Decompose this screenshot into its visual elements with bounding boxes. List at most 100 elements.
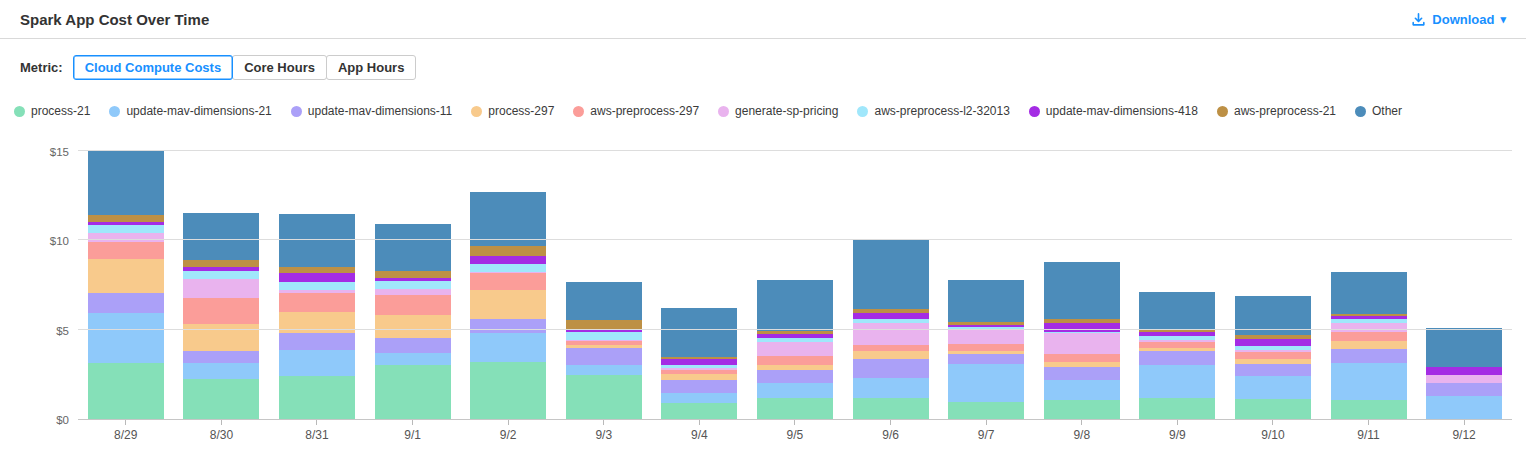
bar-segment-Other[interactable] [279, 214, 355, 268]
download-button[interactable]: Download ▾ [1411, 12, 1506, 27]
bar-segment-process-21[interactable] [948, 402, 1024, 419]
stacked-bar-9/5[interactable] [757, 280, 833, 419]
bar-segment-process-21[interactable] [853, 398, 929, 419]
metric-option-app-hours[interactable]: App Hours [326, 55, 416, 80]
bar-segment-aws-preprocess-l2-32013[interactable] [88, 225, 164, 233]
bar-segment-update-mav-dimensions-21[interactable] [1139, 365, 1215, 399]
bar-segment-process-21[interactable] [1139, 398, 1215, 419]
stacked-bar-9/11[interactable] [1331, 272, 1407, 419]
bar-segment-Other[interactable] [853, 240, 929, 309]
bar-segment-process-21[interactable] [88, 363, 164, 419]
bar-segment-process-21[interactable] [470, 362, 546, 419]
bar-segment-update-mav-dimensions-21[interactable] [1235, 376, 1311, 399]
bar-segment-update-mav-dimensions-21[interactable] [375, 353, 451, 366]
bar-segment-aws-preprocess-297[interactable] [1044, 354, 1120, 362]
bar-segment-Other[interactable] [757, 280, 833, 331]
stacked-bar-9/6[interactable] [853, 240, 929, 419]
bar-segment-aws-preprocess-21[interactable] [470, 246, 546, 256]
metric-option-cloud-compute-costs[interactable]: Cloud Compute Costs [73, 55, 234, 80]
bar-segment-aws-preprocess-l2-32013[interactable] [279, 282, 355, 289]
bar-segment-update-mav-dimensions-21[interactable] [470, 333, 546, 362]
bar-segment-update-mav-dimensions-21[interactable] [88, 313, 164, 363]
bar-segment-update-mav-dimensions-11[interactable] [183, 351, 259, 363]
legend-item-process-21[interactable]: process-21 [14, 104, 90, 118]
bar-segment-Other[interactable] [661, 308, 737, 357]
stacked-bar-9/1[interactable] [375, 224, 451, 419]
bar-segment-generate-sp-pricing[interactable] [853, 323, 929, 345]
bar-segment-update-mav-dimensions-21[interactable] [853, 378, 929, 398]
bar-segment-aws-preprocess-297[interactable] [948, 344, 1024, 351]
bar-segment-Other[interactable] [1331, 272, 1407, 314]
legend-item-update-mav-dimensions-21[interactable]: update-mav-dimensions-21 [109, 104, 271, 118]
bar-segment-update-mav-dimensions-11[interactable] [1044, 367, 1120, 380]
legend-item-Other[interactable]: Other [1355, 104, 1402, 118]
legend-item-aws-preprocess-l2-32013[interactable]: aws-preprocess-l2-32013 [857, 104, 1009, 118]
bar-segment-update-mav-dimensions-11[interactable] [1235, 364, 1311, 377]
bar-segment-Other[interactable] [948, 280, 1024, 322]
bar-segment-update-mav-dimensions-418[interactable] [1044, 323, 1120, 332]
bar-segment-process-21[interactable] [1044, 400, 1120, 419]
stacked-bar-9/10[interactable] [1235, 296, 1311, 419]
bar-segment-update-mav-dimensions-21[interactable] [1044, 380, 1120, 401]
bar-segment-update-mav-dimensions-11[interactable] [566, 348, 642, 365]
bar-segment-aws-preprocess-297[interactable] [757, 356, 833, 366]
stacked-bar-9/3[interactable] [566, 282, 642, 419]
stacked-bar-9/2[interactable] [470, 192, 546, 419]
bar-segment-update-mav-dimensions-21[interactable] [948, 364, 1024, 402]
bar-segment-update-mav-dimensions-11[interactable] [1139, 351, 1215, 364]
bar-segment-update-mav-dimensions-418[interactable] [1426, 367, 1502, 375]
bar-segment-update-mav-dimensions-11[interactable] [1426, 383, 1502, 396]
bar-segment-aws-preprocess-297[interactable] [183, 298, 259, 324]
bar-segment-update-mav-dimensions-21[interactable] [1331, 363, 1407, 401]
bar-segment-update-mav-dimensions-11[interactable] [279, 333, 355, 350]
bar-segment-generate-sp-pricing[interactable] [1044, 333, 1120, 354]
bar-segment-process-297[interactable] [470, 290, 546, 319]
bar-segment-process-21[interactable] [375, 365, 451, 419]
bar-segment-process-21[interactable] [566, 375, 642, 419]
bar-segment-process-21[interactable] [183, 379, 259, 419]
bar-segment-aws-preprocess-21[interactable] [566, 320, 642, 329]
bar-segment-update-mav-dimensions-11[interactable] [88, 293, 164, 313]
bar-segment-process-297[interactable] [88, 259, 164, 293]
bar-segment-process-21[interactable] [279, 376, 355, 419]
bar-segment-generate-sp-pricing[interactable] [1426, 375, 1502, 383]
bar-segment-update-mav-dimensions-11[interactable] [470, 319, 546, 333]
bar-segment-update-mav-dimensions-11[interactable] [375, 338, 451, 353]
bar-segment-update-mav-dimensions-11[interactable] [757, 370, 833, 383]
bar-segment-generate-sp-pricing[interactable] [183, 279, 259, 299]
bar-segment-process-297[interactable] [1331, 341, 1407, 349]
bar-segment-aws-preprocess-21[interactable] [375, 271, 451, 278]
bar-segment-update-mav-dimensions-11[interactable] [948, 354, 1024, 364]
stacked-bar-9/8[interactable] [1044, 262, 1120, 419]
bar-segment-process-21[interactable] [661, 403, 737, 419]
stacked-bar-8/31[interactable] [279, 214, 355, 419]
bar-segment-process-21[interactable] [1331, 400, 1407, 419]
bar-segment-aws-preprocess-297[interactable] [279, 293, 355, 312]
bar-segment-aws-preprocess-297[interactable] [1331, 332, 1407, 341]
bar-segment-update-mav-dimensions-418[interactable] [1235, 339, 1311, 346]
bar-segment-aws-preprocess-297[interactable] [88, 242, 164, 259]
bar-segment-Other[interactable] [183, 213, 259, 260]
bar-segment-process-297[interactable] [853, 351, 929, 359]
legend-item-process-297[interactable]: process-297 [471, 104, 554, 118]
bar-segment-aws-preprocess-l2-32013[interactable] [183, 271, 259, 279]
bar-segment-update-mav-dimensions-21[interactable] [183, 363, 259, 379]
stacked-bar-8/29[interactable] [88, 151, 164, 419]
bar-segment-aws-preprocess-21[interactable] [183, 260, 259, 267]
bar-segment-update-mav-dimensions-418[interactable] [279, 273, 355, 282]
bar-segment-aws-preprocess-l2-32013[interactable] [566, 332, 642, 340]
bar-segment-aws-preprocess-297[interactable] [1235, 352, 1311, 359]
bar-segment-update-mav-dimensions-21[interactable] [279, 350, 355, 376]
bar-segment-aws-preprocess-l2-32013[interactable] [375, 281, 451, 288]
bar-segment-update-mav-dimensions-21[interactable] [757, 383, 833, 398]
bar-segment-update-mav-dimensions-11[interactable] [853, 359, 929, 378]
bar-segment-update-mav-dimensions-418[interactable] [470, 256, 546, 264]
legend-item-update-mav-dimensions-11[interactable]: update-mav-dimensions-11 [291, 104, 453, 118]
bar-segment-generate-sp-pricing[interactable] [948, 330, 1024, 344]
bar-segment-aws-preprocess-297[interactable] [375, 295, 451, 315]
bar-segment-generate-sp-pricing[interactable] [757, 342, 833, 355]
bar-segment-Other[interactable] [88, 151, 164, 215]
stacked-bar-8/30[interactable] [183, 213, 259, 419]
stacked-bar-9/9[interactable] [1139, 292, 1215, 419]
bar-segment-Other[interactable] [375, 224, 451, 270]
